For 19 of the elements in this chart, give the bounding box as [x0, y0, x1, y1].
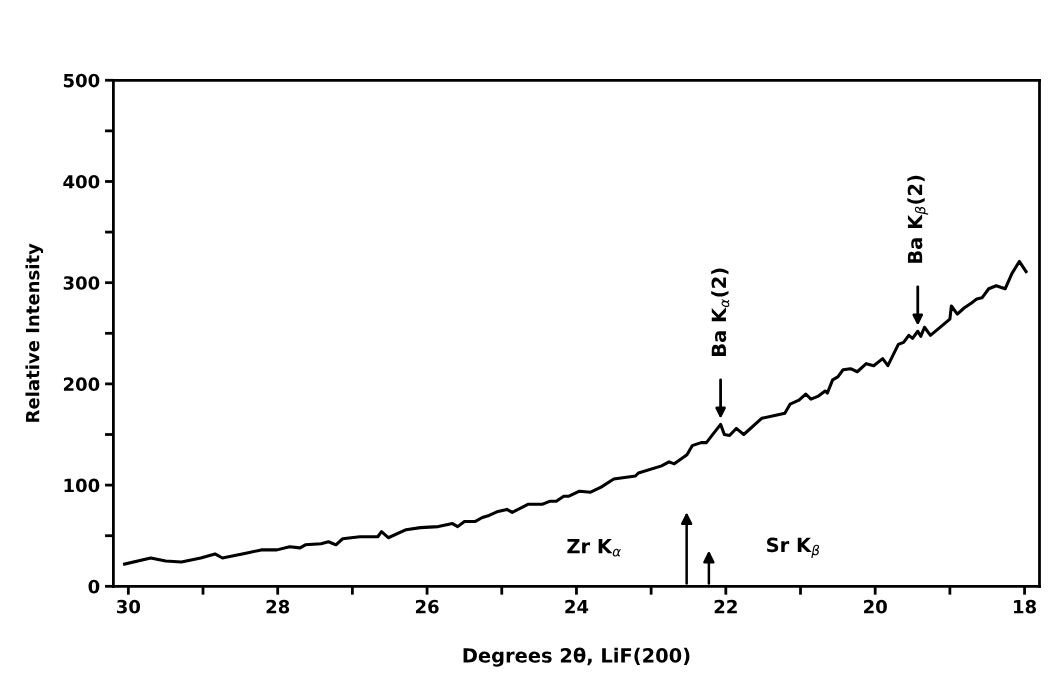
- y-axis-title: Relative Intensity: [25, 243, 44, 422]
- y-tick-label: 100: [64, 478, 100, 493]
- x-tick-label: 22: [714, 599, 737, 614]
- x-axis-title: Degrees 2θ, LiF(200): [463, 647, 690, 667]
- x-tick-label: 20: [864, 599, 887, 614]
- annotation: Ba K$_{α}$(2): [711, 268, 730, 356]
- y-tick-label: 400: [63, 174, 100, 189]
- annotation: Sr K$_{β}$: [767, 537, 820, 559]
- x-tick-label: 26: [415, 599, 439, 614]
- x-tick-label: 30: [116, 599, 141, 614]
- y-tick-label: 0: [88, 579, 100, 594]
- y-tick-label: 300: [63, 276, 100, 290]
- annotation: Zr K$_{α}$: [567, 539, 621, 557]
- x-tick-label: 18: [1014, 599, 1037, 614]
- x-tick-label: 28: [266, 599, 290, 614]
- y-tick-label: 500: [63, 73, 100, 88]
- y-tick-label: 200: [63, 377, 100, 392]
- annotation: Ba K$_{β}$(2): [907, 175, 929, 263]
- x-tick-label: 24: [565, 599, 589, 614]
